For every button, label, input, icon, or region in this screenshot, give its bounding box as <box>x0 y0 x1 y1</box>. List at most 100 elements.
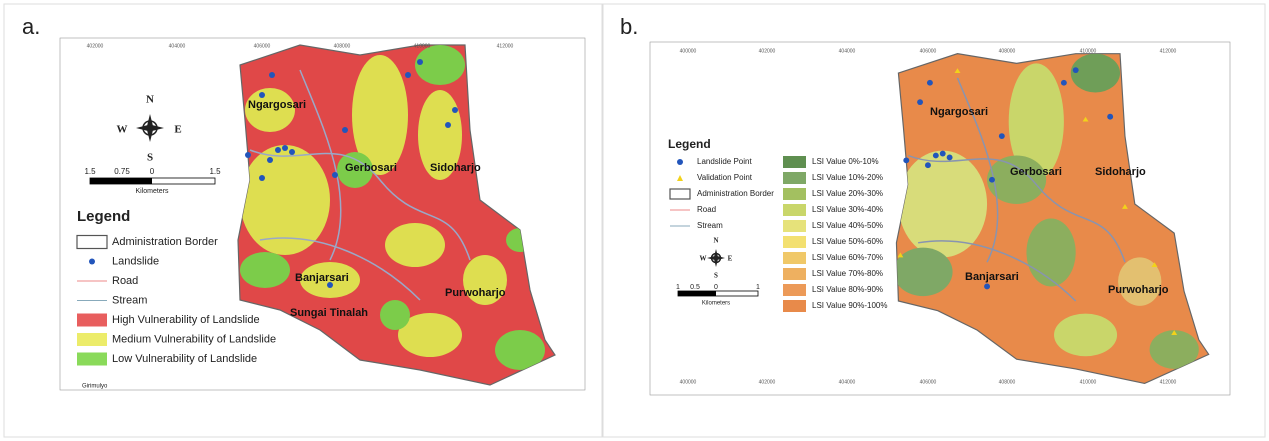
legend-title: Legend <box>668 137 711 151</box>
coordinate-tick: 410000 <box>414 43 431 49</box>
legend-label: LSI Value 40%-50% <box>812 221 883 230</box>
legend-label: Landslide Point <box>697 157 752 166</box>
legend-label: LSI Value 20%-30% <box>812 189 883 198</box>
scale-tick: 1.5 <box>84 167 96 176</box>
legend-swatch <box>783 204 806 216</box>
legend-label: Stream <box>697 221 723 230</box>
legend-swatch <box>77 314 107 327</box>
coordinate-tick: 400000 <box>680 379 697 385</box>
coordinate-tick: 412000 <box>1160 379 1177 385</box>
place-name: Ngargosari <box>930 106 988 118</box>
scale-tick: 1.5 <box>209 167 221 176</box>
coordinate-tick: 404000 <box>169 43 186 49</box>
place-name: Sidoharjo <box>430 162 481 174</box>
coordinate-tick: 402000 <box>759 48 776 54</box>
compass-letter: S <box>147 152 153 164</box>
legend-swatch <box>783 220 806 232</box>
legend-swatch <box>783 156 806 168</box>
legend-label: LSI Value 60%-70% <box>812 253 883 262</box>
legend-swatch <box>783 252 806 264</box>
place-name: Gerbosari <box>1010 166 1062 178</box>
legend-label: LSI Value 50%-60% <box>812 237 883 246</box>
coordinate-tick: 402000 <box>759 379 776 385</box>
place-name: Ngargosari <box>248 99 306 111</box>
coordinate-tick: 400000 <box>680 48 697 54</box>
legend-label: Medium Vulnerability of Landslide <box>112 333 276 345</box>
legend-label: LSI Value 0%-10% <box>812 157 879 166</box>
legend-label: Road <box>112 275 138 287</box>
scale-bar <box>90 178 152 184</box>
coordinate-tick: 406000 <box>920 48 937 54</box>
legend-swatch <box>89 259 95 265</box>
scale-unit: Kilometers <box>135 188 169 195</box>
legend-swatch <box>677 159 683 165</box>
legend-swatch <box>670 189 690 199</box>
legend-title: Legend <box>77 208 130 225</box>
coordinate-tick: 410000 <box>1080 379 1097 385</box>
place-name: Banjarsari <box>965 271 1019 283</box>
panel-label: a. <box>22 14 40 39</box>
scale-bar <box>678 291 716 296</box>
scale-tick: 1 <box>676 284 680 291</box>
legend-swatch <box>783 268 806 280</box>
page: a. 402000 404000 406000 408000 410000 412000 Gi… <box>0 0 1269 441</box>
compass-letter: W <box>117 124 128 136</box>
legend-label: High Vulnerability of Landslide <box>112 314 260 326</box>
scale-tick: 0.5 <box>690 284 700 291</box>
scale-tick: 0.75 <box>114 167 130 176</box>
scale-tick: 0 <box>714 284 718 291</box>
coordinate-tick: 412000 <box>497 43 514 49</box>
legend-swatch <box>783 172 806 184</box>
legend-label: LSI Value 30%-40% <box>812 205 883 214</box>
figure: a. 402000 404000 406000 408000 410000 412000 Gi… <box>0 0 1269 441</box>
scale-tick: 0 <box>150 167 155 176</box>
legend-label: LSI Value 70%-80% <box>812 269 883 278</box>
compass-letter: E <box>728 255 733 263</box>
compass-letter: E <box>174 124 181 136</box>
legend-label: LSI Value 90%-100% <box>812 301 887 310</box>
coordinate-tick: 408000 <box>999 48 1016 54</box>
low-zone <box>240 252 290 288</box>
coordinate-tick: 408000 <box>334 43 351 49</box>
legend-label: Administration Border <box>697 189 774 198</box>
legend-swatch <box>783 300 806 312</box>
legend-swatch <box>783 188 806 200</box>
coordinate-tick: 410000 <box>1080 48 1097 54</box>
place-name: Gerbosari <box>345 162 397 174</box>
place-name: Sidoharjo <box>1095 166 1146 178</box>
scale-unit: Kilometers <box>702 301 730 307</box>
low-zone <box>415 45 465 85</box>
compass-letter: N <box>146 94 154 106</box>
legend-swatch <box>77 353 107 366</box>
coordinate-tick: 404000 <box>839 48 856 54</box>
place-name: Banjarsari <box>295 272 349 284</box>
legend-label: Landslide <box>112 255 159 267</box>
legend-swatch <box>783 284 806 296</box>
coordinate-tick: 408000 <box>999 379 1016 385</box>
legend-swatch <box>77 236 107 249</box>
compass-letter: W <box>700 255 707 263</box>
legend-label: LSI Value 10%-20% <box>812 173 883 182</box>
legend-label: Low Vulnerability of Landslide <box>112 353 257 365</box>
low-zone <box>380 300 410 330</box>
legend-label: Road <box>697 205 716 214</box>
medium-zone <box>385 223 445 267</box>
legend-swatch <box>77 333 107 346</box>
coordinate-tick: 406000 <box>920 379 937 385</box>
scale-tick: 1 <box>756 284 760 291</box>
legend-label: LSI Value 80%-90% <box>812 285 883 294</box>
legend-swatch <box>783 236 806 248</box>
place-name: Sungai Tinalah <box>290 307 368 319</box>
panel-label: b. <box>620 14 638 39</box>
coordinate-tick: 406000 <box>254 43 271 49</box>
map-footer: Girimulyo <box>82 384 108 390</box>
coordinate-tick: 402000 <box>87 43 104 49</box>
compass-letter: N <box>713 237 718 245</box>
legend-label: Administration Border <box>112 236 218 248</box>
legend-label: Stream <box>112 294 147 306</box>
coordinate-tick: 412000 <box>1160 48 1177 54</box>
place-name: Purwoharjo <box>445 287 506 299</box>
compass-letter: S <box>714 272 718 280</box>
legend-label: Validation Point <box>697 173 753 182</box>
coordinate-tick: 404000 <box>839 379 856 385</box>
